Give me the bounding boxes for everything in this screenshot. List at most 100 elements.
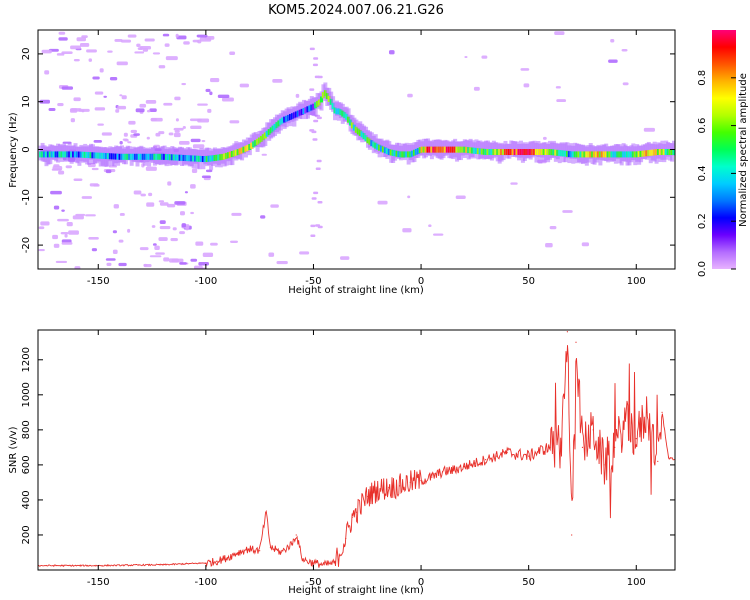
x-tick-label: 0 bbox=[418, 577, 424, 588]
noise-blob bbox=[53, 243, 60, 248]
colorbar-tick-label: 0.6 bbox=[697, 118, 708, 134]
noise-blob bbox=[555, 86, 561, 89]
x-tick-label: -100 bbox=[195, 276, 218, 287]
noise-blob bbox=[88, 58, 93, 62]
noise-blob bbox=[520, 68, 530, 71]
noise-blob bbox=[229, 51, 236, 56]
x-tick: -100 bbox=[195, 330, 217, 588]
colorbar: 0.0 0.2 0.4 0.6 0.8 Normalized spectral ampl… bbox=[697, 30, 749, 277]
noise-blob bbox=[103, 95, 107, 98]
noise-blob bbox=[121, 95, 127, 100]
y-tick: 600 bbox=[21, 455, 675, 474]
noise-blob bbox=[473, 86, 480, 91]
noise-blob bbox=[207, 108, 212, 113]
noise-blob bbox=[57, 218, 69, 222]
noise-blob bbox=[117, 105, 127, 110]
snr-sample-point bbox=[657, 460, 659, 462]
spectrogram-marks bbox=[38, 31, 675, 269]
noise-blob bbox=[73, 59, 80, 62]
noise-blob bbox=[230, 240, 238, 243]
noise-blob bbox=[55, 260, 68, 264]
noise-blob bbox=[50, 190, 62, 195]
y-tick: 0 bbox=[21, 146, 675, 153]
noise-blob bbox=[428, 224, 432, 228]
noise-blob bbox=[86, 49, 97, 53]
noise-blob bbox=[146, 109, 151, 113]
noise-blob bbox=[174, 96, 181, 101]
x-tick: 50 bbox=[522, 30, 535, 287]
noise-blob bbox=[112, 249, 118, 255]
noise-blob bbox=[101, 132, 112, 136]
noise-blob bbox=[239, 83, 249, 88]
noise-blob bbox=[184, 191, 188, 194]
noise-blob bbox=[222, 97, 234, 102]
noise-blob bbox=[61, 242, 73, 245]
noise-blob bbox=[165, 56, 178, 61]
noise-blob bbox=[105, 258, 116, 261]
noise-blob bbox=[407, 93, 413, 98]
noise-blob bbox=[38, 248, 45, 252]
noise-blob bbox=[91, 248, 98, 252]
noise-blob bbox=[70, 118, 75, 123]
noise-blob bbox=[159, 202, 169, 206]
noise-blob bbox=[99, 68, 104, 73]
noise-blob bbox=[85, 214, 96, 217]
noise-blob bbox=[61, 209, 65, 212]
noise-blob bbox=[174, 130, 180, 133]
noise-blob bbox=[162, 33, 170, 37]
noise-blob bbox=[272, 78, 283, 83]
noise-blob bbox=[195, 241, 204, 246]
noise-blob bbox=[64, 234, 68, 238]
noise-blob bbox=[73, 97, 81, 102]
noise-blob bbox=[105, 169, 112, 174]
noise-blob bbox=[109, 77, 118, 81]
noise-blob bbox=[621, 48, 628, 52]
noise-blob bbox=[89, 183, 99, 187]
noise-blob bbox=[172, 227, 177, 231]
colorbar-tick: 0.0 bbox=[697, 261, 736, 277]
noise-blob bbox=[81, 35, 88, 38]
noise-blob bbox=[94, 91, 104, 95]
noise-blob bbox=[66, 222, 73, 227]
noise-blob bbox=[178, 140, 190, 145]
noise-blob bbox=[260, 215, 266, 219]
spectrogram-y-ticks: -20 -10 0 10 20 bbox=[21, 48, 675, 253]
x-tick-label: -50 bbox=[305, 577, 321, 588]
noise-blob bbox=[176, 35, 187, 40]
x-tick-label: -150 bbox=[87, 577, 110, 588]
y-tick: -10 bbox=[21, 189, 675, 205]
noise-blob bbox=[168, 132, 174, 136]
snr-sample-point bbox=[259, 550, 261, 552]
noise-blob bbox=[295, 93, 300, 98]
snr-sample-point bbox=[571, 534, 573, 536]
noise-blob bbox=[167, 181, 172, 186]
noise-blob bbox=[92, 76, 100, 80]
noise-blob bbox=[210, 242, 218, 246]
x-tick-label: 100 bbox=[627, 577, 646, 588]
y-tick: 1200 bbox=[21, 347, 675, 373]
noise-blob bbox=[137, 47, 144, 50]
noise-blob bbox=[205, 88, 211, 93]
colorbar-tick: 0.4 bbox=[697, 165, 736, 181]
snr-sample-point bbox=[216, 560, 218, 562]
noise-blob bbox=[112, 230, 117, 234]
spectrogram-y-label: Frequency (Hz) bbox=[8, 112, 19, 188]
y-tick-label: 1000 bbox=[21, 382, 32, 407]
noise-blob bbox=[190, 258, 198, 262]
noise-blob bbox=[377, 200, 388, 205]
noise-blob bbox=[60, 231, 69, 235]
snr-sample-point bbox=[581, 446, 584, 448]
noise-blob bbox=[68, 230, 79, 235]
noise-blob bbox=[622, 82, 629, 86]
noise-blob bbox=[136, 43, 141, 47]
noise-blob bbox=[61, 51, 73, 54]
noise-blob bbox=[313, 119, 319, 123]
noise-blob bbox=[150, 118, 158, 121]
noise-blob bbox=[554, 31, 565, 36]
noise-blob bbox=[118, 262, 127, 267]
colorbar-tick: 0.2 bbox=[697, 213, 736, 229]
noise-blob bbox=[151, 225, 156, 228]
colorbar-label: Normalized spectral amplitude bbox=[738, 73, 749, 227]
x-tick: 100 bbox=[627, 30, 646, 287]
